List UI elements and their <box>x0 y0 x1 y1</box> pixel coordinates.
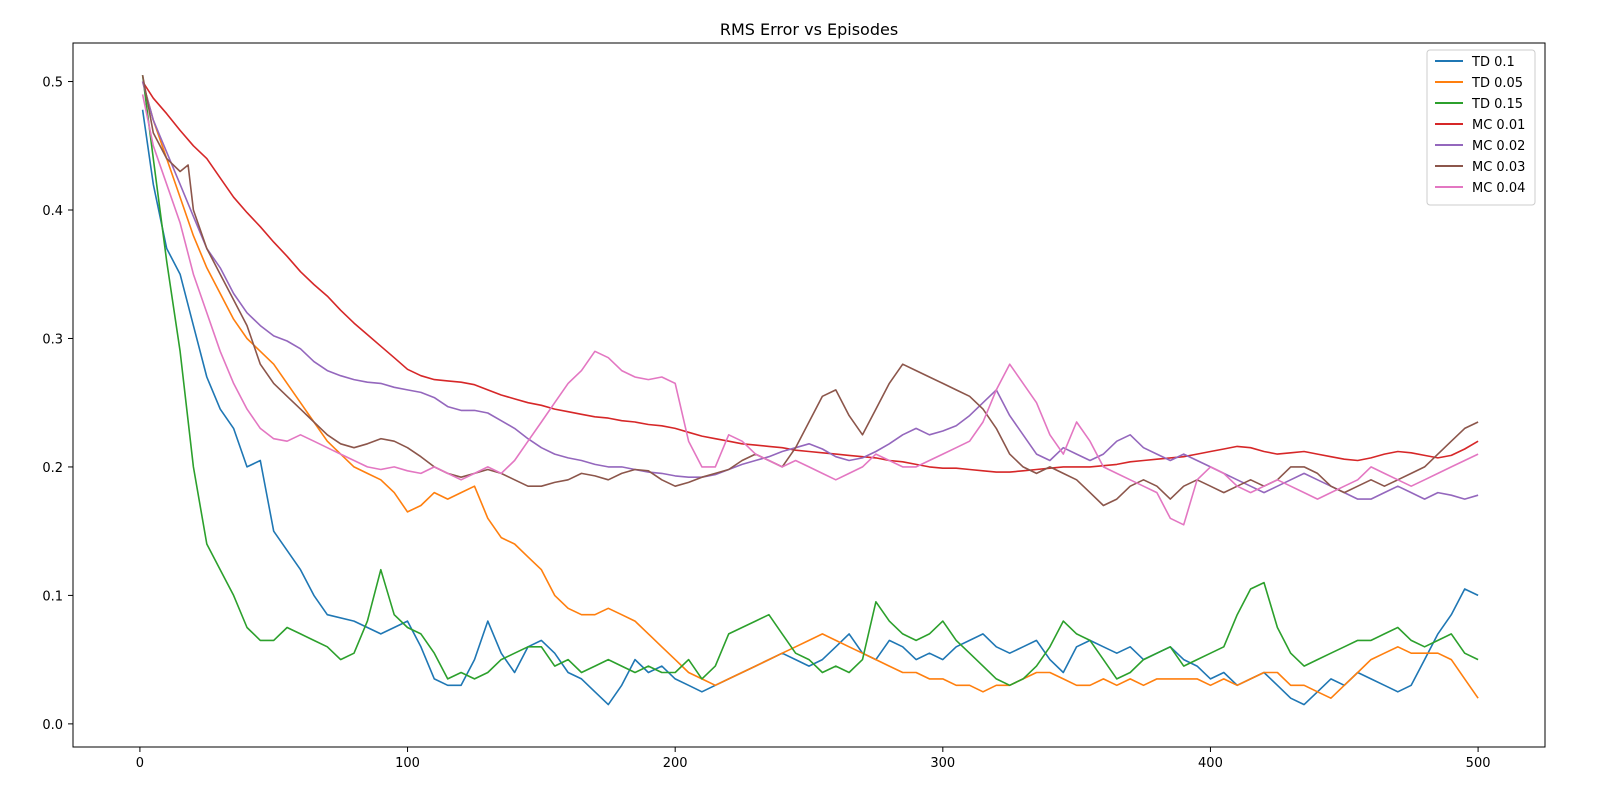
legend-label: MC 0.02 <box>1472 139 1525 154</box>
x-axis: 0 100 200 300 400 500 <box>136 747 1491 771</box>
x-tick-label: 300 <box>930 756 955 771</box>
x-tick-label: 500 <box>1466 756 1491 771</box>
legend-label: MC 0.01 <box>1472 118 1525 133</box>
series-line-mc-0-03 <box>141 74 1479 507</box>
x-tick-label: 100 <box>395 756 420 771</box>
chart-title: RMS Error vs Episodes <box>720 20 898 39</box>
y-tick-label: 0.2 <box>42 461 63 476</box>
series-line-mc-0-02 <box>141 81 1479 500</box>
y-tick-label: 0.3 <box>42 332 63 347</box>
y-tick-label: 0.0 <box>42 718 63 733</box>
legend: TD 0.1 TD 0.05 TD 0.15 MC 0.01 MC 0.02 MC 0.0… <box>1426 49 1536 206</box>
y-tick-label: 0.4 <box>42 204 63 219</box>
series-line-td-0-15 <box>141 74 1479 687</box>
y-axis: 0.0 0.1 0.2 0.3 0.4 0.5 <box>42 76 73 733</box>
x-tick-label: 0 <box>136 756 144 771</box>
series-line-td-0-05 <box>141 81 1479 699</box>
legend-label: TD 0.05 <box>1471 76 1523 91</box>
legend-label: TD 0.1 <box>1471 55 1515 70</box>
y-tick-label: 0.1 <box>42 589 63 604</box>
legend-label: TD 0.15 <box>1471 97 1523 112</box>
legend-label: MC 0.03 <box>1472 160 1525 175</box>
legend-label: MC 0.04 <box>1472 181 1525 196</box>
series-layer <box>141 74 1479 706</box>
y-tick-label: 0.5 <box>42 76 63 91</box>
x-tick-label: 200 <box>663 756 688 771</box>
x-tick-label: 400 <box>1198 756 1223 771</box>
series-line-mc-0-04 <box>141 94 1479 526</box>
plot-frame <box>72 42 1546 748</box>
series-line-mc-0-01 <box>141 81 1479 473</box>
